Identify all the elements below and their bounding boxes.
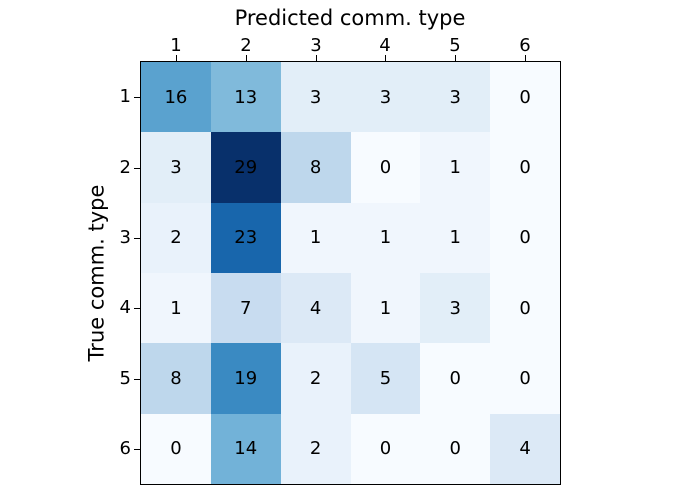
heatmap-cell-r2-c2: 29 — [210, 132, 281, 203]
heatmap-cell-r5-c3: 2 — [280, 343, 351, 414]
x-tick-label: 2 — [240, 35, 252, 56]
y-tick-label: 3 — [119, 227, 131, 248]
heatmap-cell-r1-c3: 3 — [280, 62, 351, 133]
heatmap-cell-r5-c1: 8 — [141, 343, 211, 414]
heatmap-cell-r2-c6: 0 — [490, 132, 560, 203]
heatmap-cell-r2-c1: 3 — [141, 132, 211, 203]
heatmap-cell-r1-c5: 3 — [420, 62, 491, 133]
heatmap-cell-r4-c1: 1 — [141, 273, 211, 344]
heatmap-cell-r6-c3: 2 — [280, 413, 351, 484]
heatmap-cell-r2-c3: 8 — [280, 132, 351, 203]
heatmap-cell-r3-c3: 1 — [280, 202, 351, 273]
heatmap-cell-r3-c6: 0 — [490, 202, 560, 273]
y-tick-mark — [134, 449, 140, 450]
y-tick-label: 2 — [119, 157, 131, 178]
y-tick-mark — [134, 308, 140, 309]
x-tick-label: 5 — [449, 35, 461, 56]
y-tick-label: 5 — [119, 368, 131, 389]
heatmap-cell-r2-c4: 0 — [350, 132, 421, 203]
x-tick-mark — [176, 55, 177, 61]
heatmap-cell-r4-c3: 4 — [280, 273, 351, 344]
heatmap-cell-r6-c5: 0 — [420, 413, 491, 484]
heatmap-cell-r1-c6: 0 — [490, 62, 560, 133]
heatmap-cell-r1-c1: 16 — [141, 62, 211, 133]
heatmap-cell-r4-c6: 0 — [490, 273, 560, 344]
heatmap-cell-r6-c2: 14 — [210, 413, 281, 484]
y-tick-mark — [134, 97, 140, 98]
y-tick-mark — [134, 168, 140, 169]
heatmap-cell-r1-c2: 13 — [210, 62, 281, 133]
heatmap-cell-r3-c1: 2 — [141, 202, 211, 273]
heatmap-cell-r6-c4: 0 — [350, 413, 421, 484]
x-tick-mark — [385, 55, 386, 61]
heatmap-cell-r5-c2: 19 — [210, 343, 281, 414]
x-tick-label: 4 — [379, 35, 391, 56]
heatmap-cell-r4-c5: 3 — [420, 273, 491, 344]
heatmap-cell-r3-c5: 1 — [420, 202, 491, 273]
x-tick-label: 6 — [519, 35, 531, 56]
heatmap-cell-r4-c2: 7 — [210, 273, 281, 344]
heatmap-cell-r5-c5: 0 — [420, 343, 491, 414]
x-tick-mark — [455, 55, 456, 61]
heatmap-cell-r6-c6: 4 — [490, 413, 560, 484]
heatmap-cell-r3-c2: 23 — [210, 202, 281, 273]
heatmap-cell-r2-c5: 1 — [420, 132, 491, 203]
heatmap-cell-r4-c4: 1 — [350, 273, 421, 344]
y-tick-label: 4 — [119, 297, 131, 318]
x-tick-label: 3 — [310, 35, 322, 56]
heatmap-cell-r5-c4: 5 — [350, 343, 421, 414]
x-tick-mark — [316, 55, 317, 61]
x-tick-label: 1 — [170, 35, 182, 56]
x-axis-label: Predicted comm. type — [234, 6, 466, 30]
y-tick-label: 6 — [119, 438, 131, 459]
y-tick-mark — [134, 238, 140, 239]
y-tick-mark — [134, 379, 140, 380]
x-tick-mark — [525, 55, 526, 61]
heatmap-cell-r5-c6: 0 — [490, 343, 560, 414]
x-tick-mark — [246, 55, 247, 61]
heatmap-cell-r1-c4: 3 — [350, 62, 421, 133]
heatmap-cell-r6-c1: 0 — [141, 413, 211, 484]
y-axis-label: True comm. type — [84, 184, 109, 362]
heatmap-plot-area: 16 13 3 3 3 0 3 29 8 0 1 0 2 23 1 1 1 0 1 7 4 1 3 0 8 19 2 5 0 0 0 14 2 0… — [140, 61, 561, 485]
y-tick-label: 1 — [119, 86, 131, 107]
heatmap-cell-r3-c4: 1 — [350, 202, 421, 273]
